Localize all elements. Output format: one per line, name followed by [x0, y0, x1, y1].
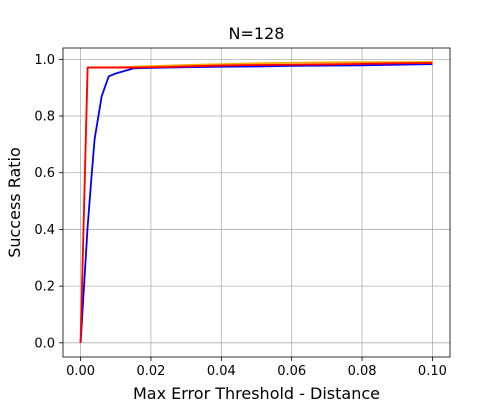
x-tick-label: 0.10 — [418, 364, 447, 379]
x-axis-title: Max Error Threshold - Distance — [133, 384, 380, 400]
x-tick-label: 0.04 — [207, 364, 236, 379]
x-tick-label: 0.08 — [348, 364, 377, 379]
y-tick-label: 1.0 — [34, 53, 55, 68]
y-tick-label: 0.0 — [34, 336, 55, 351]
y-tick-label: 0.6 — [34, 166, 55, 181]
x-tick-label: 0.02 — [136, 364, 165, 379]
chart-title: N=128 — [229, 24, 285, 43]
y-tick-label: 0.2 — [34, 280, 55, 295]
x-tick-label: 0.00 — [66, 364, 95, 379]
y-tick-label: 0.8 — [34, 110, 55, 125]
x-tick-label: 0.06 — [277, 364, 306, 379]
y-axis-title: Success Ratio — [5, 147, 24, 258]
y-tick-label: 0.4 — [34, 223, 55, 238]
